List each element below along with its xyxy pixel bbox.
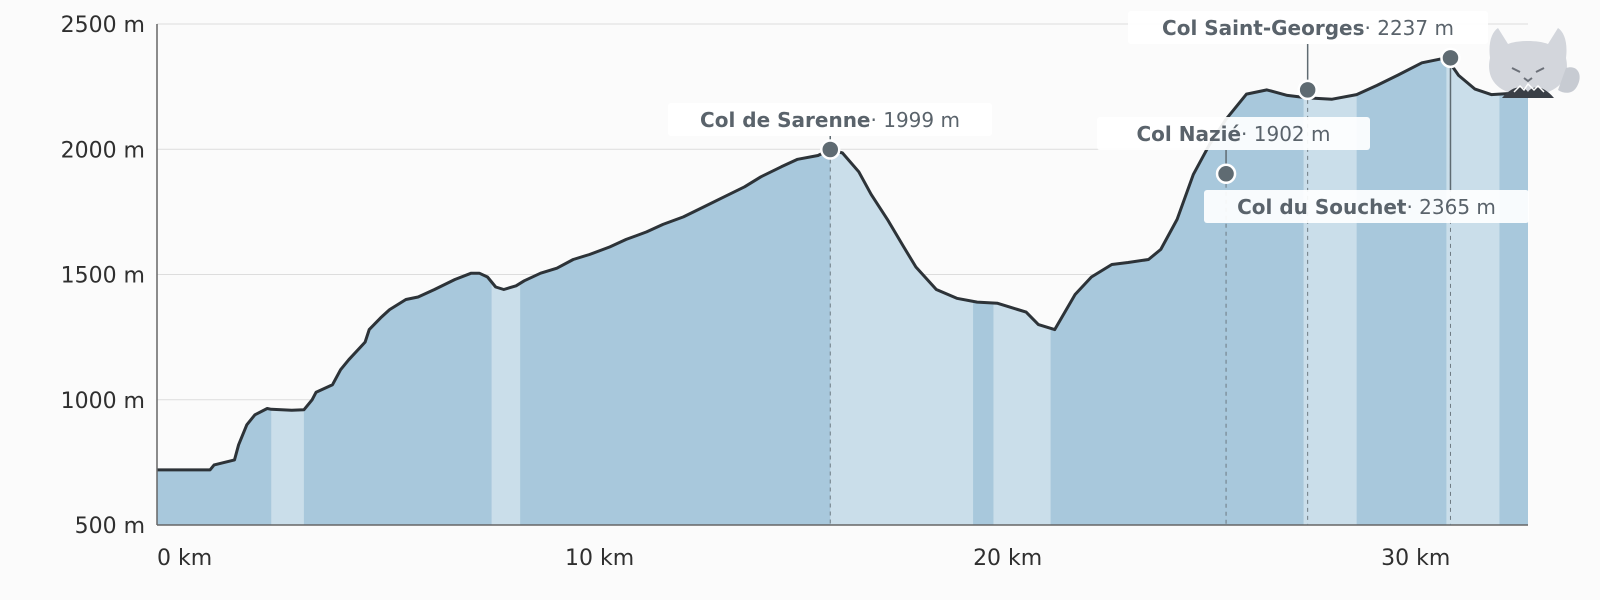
- y-tick-label: 500 m: [75, 514, 145, 539]
- y-tick-label: 2500 m: [61, 13, 145, 38]
- x-tick-label: 10 km: [565, 546, 634, 571]
- pass-elevation: · 2237 m: [1365, 16, 1454, 40]
- pass-label: Col Saint-Georges· 2237 m: [1162, 16, 1454, 40]
- pass-callout-box: [1097, 117, 1370, 150]
- y-tick-label: 2000 m: [61, 138, 145, 163]
- pass-label: Col du Souchet· 2365 m: [1237, 195, 1496, 219]
- pass-name: Col du Souchet: [1237, 195, 1407, 219]
- pass-callout-box: [1204, 190, 1529, 223]
- pass-callout: Col de Sarenne· 1999 m: [668, 103, 992, 136]
- pass-elevation: · 1902 m: [1241, 122, 1330, 146]
- y-tick-label: 1500 m: [61, 264, 145, 289]
- pass-marker: [1440, 47, 1461, 69]
- pass-marker: [1297, 79, 1318, 101]
- elevation-line: [157, 56, 1529, 472]
- pass-elevation: · 2365 m: [1406, 195, 1495, 219]
- light-band: [1446, 57, 1500, 525]
- pass-callout-box: [1128, 11, 1488, 44]
- pass-name: Col Saint-Georges: [1162, 16, 1364, 40]
- marks: [820, 44, 1461, 525]
- pass-name: Col de Sarenne: [700, 108, 870, 132]
- x-tick-label: 30 km: [1381, 546, 1450, 571]
- pass-name: Col Nazié: [1137, 122, 1242, 146]
- pass-callout: Col du Souchet· 2365 m: [1204, 190, 1529, 223]
- pass-callout: Col Saint-Georges· 2237 m: [1128, 11, 1488, 44]
- pass-marker: [820, 139, 841, 160]
- axes: 500 m 1000 m 1500 m 2000 m 2500 m 0 km 10 km 20…: [61, 13, 1528, 571]
- x-tick-label: 20 km: [973, 546, 1042, 571]
- pass-label: Col de Sarenne· 1999 m: [700, 108, 960, 132]
- cat-mascot-icon: [1489, 28, 1580, 98]
- pass-callout-box: [668, 103, 992, 136]
- y-tick-label: 1000 m: [61, 389, 145, 414]
- pass-label: Col Nazié· 1902 m: [1137, 122, 1331, 146]
- pass-elevation: · 1999 m: [871, 108, 960, 132]
- x-tick-label: 0 km: [157, 546, 212, 571]
- pass-callout: Col Nazié· 1902 m: [1097, 117, 1370, 150]
- pass-marker: [1215, 163, 1237, 185]
